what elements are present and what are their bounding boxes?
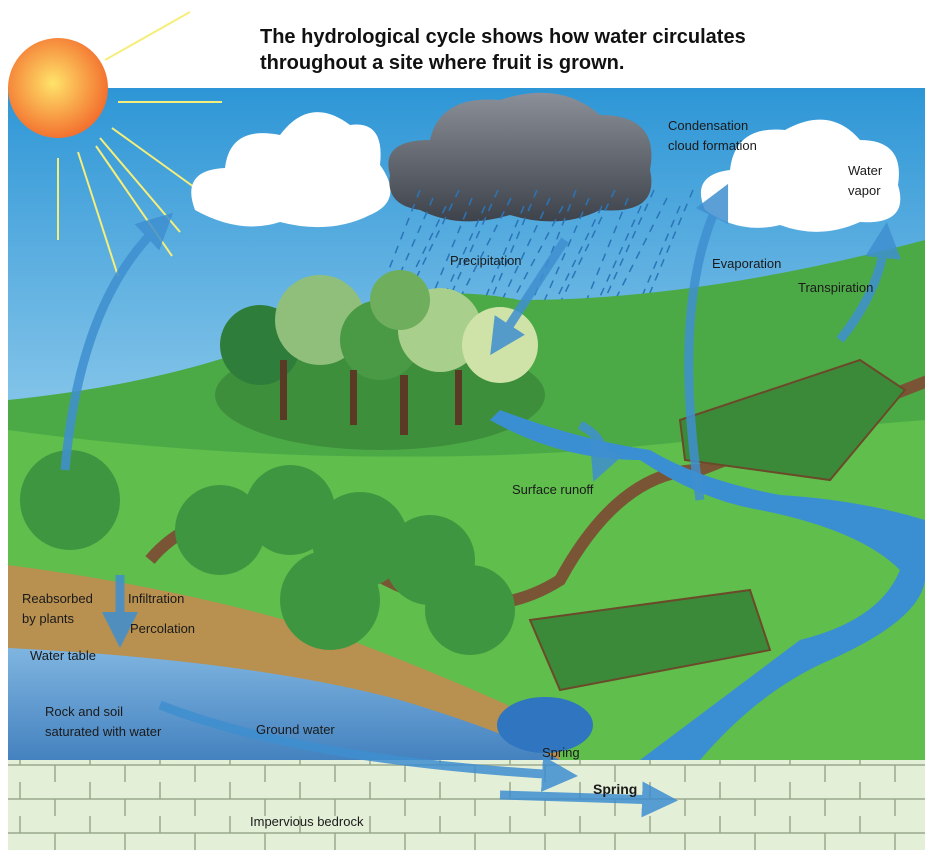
label: Infiltration [128, 591, 184, 606]
label: Transpiration [798, 280, 873, 295]
label: Impervious bedrock [250, 814, 364, 829]
illustration: Condensation cloud formation Water vapor Pre… [0, 0, 925, 850]
label: Spring [542, 745, 580, 760]
title: The hydrological cycle shows how water c… [260, 24, 840, 76]
label: cloud formation [668, 138, 757, 153]
bedrock [8, 760, 925, 850]
label: Water table [30, 648, 96, 663]
label: vapor [848, 183, 881, 198]
label: by plants [22, 611, 75, 626]
label: Surface runoff [512, 482, 594, 497]
label: Water [848, 163, 883, 178]
label: Spring [593, 781, 637, 797]
label: Ground water [256, 722, 335, 737]
label: Evaporation [712, 256, 781, 271]
label: Percolation [130, 621, 195, 636]
label: saturated with water [45, 724, 162, 739]
label: Rock and soil [45, 704, 123, 719]
label: Reabsorbed [22, 591, 93, 606]
label: Condensation [668, 118, 748, 133]
diagram: Condensation cloud formation Water vapor Pre… [0, 0, 925, 850]
label: Precipitation [450, 253, 522, 268]
